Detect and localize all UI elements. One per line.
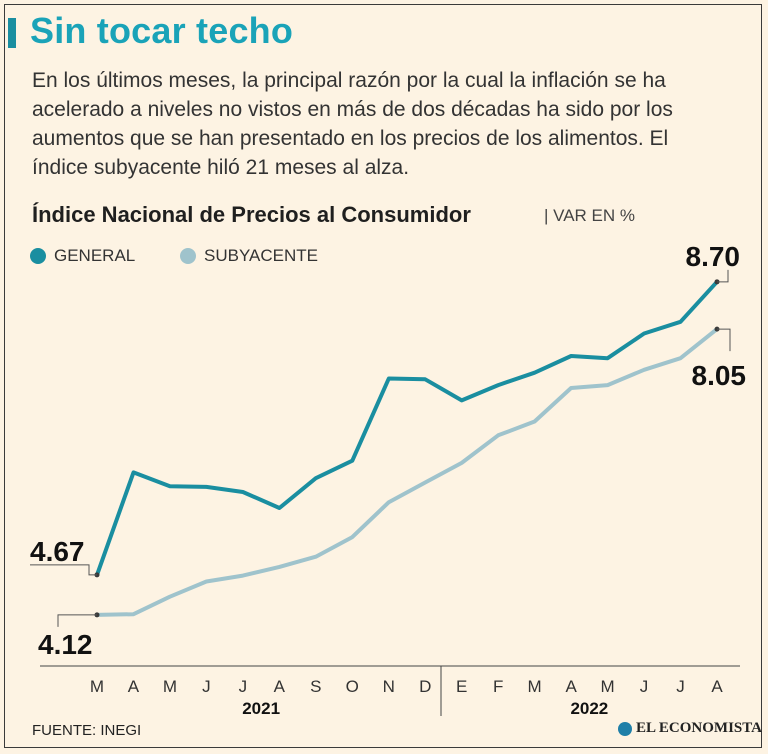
x-tick-label: D <box>419 677 431 696</box>
brand-logo: EL ECONOMISTA <box>618 720 762 737</box>
brand-mark-icon <box>618 721 632 736</box>
general-series-line <box>95 279 719 577</box>
x-tick-label: A <box>128 677 140 696</box>
year-label: 2021 <box>242 699 280 718</box>
subyacente-end-leader <box>717 328 731 352</box>
x-tick-label: M <box>90 677 104 696</box>
intro-text: En los últimos meses, la principal razón… <box>32 69 673 179</box>
chart-unit: | VAR EN % <box>544 206 636 225</box>
legend-general-label: GENERAL <box>54 246 136 265</box>
general-start-leader <box>30 564 97 576</box>
x-tick-label: F <box>493 677 503 696</box>
general-start-value-label: 4.67 <box>30 536 85 567</box>
x-tick-label: N <box>383 677 395 696</box>
legend-general-dot <box>30 248 46 264</box>
x-tick-label: E <box>456 677 467 696</box>
x-tick-label: A <box>565 677 577 696</box>
general-end-value-label: 8.70 <box>686 241 741 272</box>
x-tick-label: S <box>310 677 321 696</box>
legend-subyacente-label: SUBYACENTE <box>204 246 318 265</box>
x-tick-label: A <box>274 677 286 696</box>
brand-name: EL ECONOMISTA <box>636 720 762 736</box>
x-tick-label: M <box>163 677 177 696</box>
year-label: 2022 <box>570 699 608 718</box>
subyacente-end-value-label: 8.05 <box>692 360 747 391</box>
title-accent-bar <box>8 18 16 48</box>
infographic-frame <box>4 4 762 748</box>
legend-general: GENERAL <box>30 245 135 267</box>
x-tick-label: O <box>346 677 359 696</box>
general-end-leader <box>717 269 729 283</box>
subyacente-start-value-label: 4.12 <box>38 629 93 660</box>
x-tick-label: A <box>711 677 723 696</box>
page-title: Sin tocar techo <box>30 10 294 51</box>
source-note: FUENTE: INEGI <box>32 722 142 739</box>
x-tick-label: J <box>202 677 211 696</box>
x-tick-label: M <box>601 677 615 696</box>
x-tick-label: J <box>239 677 248 696</box>
x-tick-label: J <box>640 677 649 696</box>
x-tick-label: M <box>528 677 542 696</box>
subyacente-series-line <box>95 327 719 617</box>
legend-subyacente-dot <box>180 248 196 264</box>
chart-title: Índice Nacional de Precios al Consumidor <box>32 202 471 227</box>
subyacente-start-leader <box>57 614 97 627</box>
legend-subyacente: SUBYACENTE <box>180 245 318 267</box>
x-tick-label: J <box>676 677 685 696</box>
